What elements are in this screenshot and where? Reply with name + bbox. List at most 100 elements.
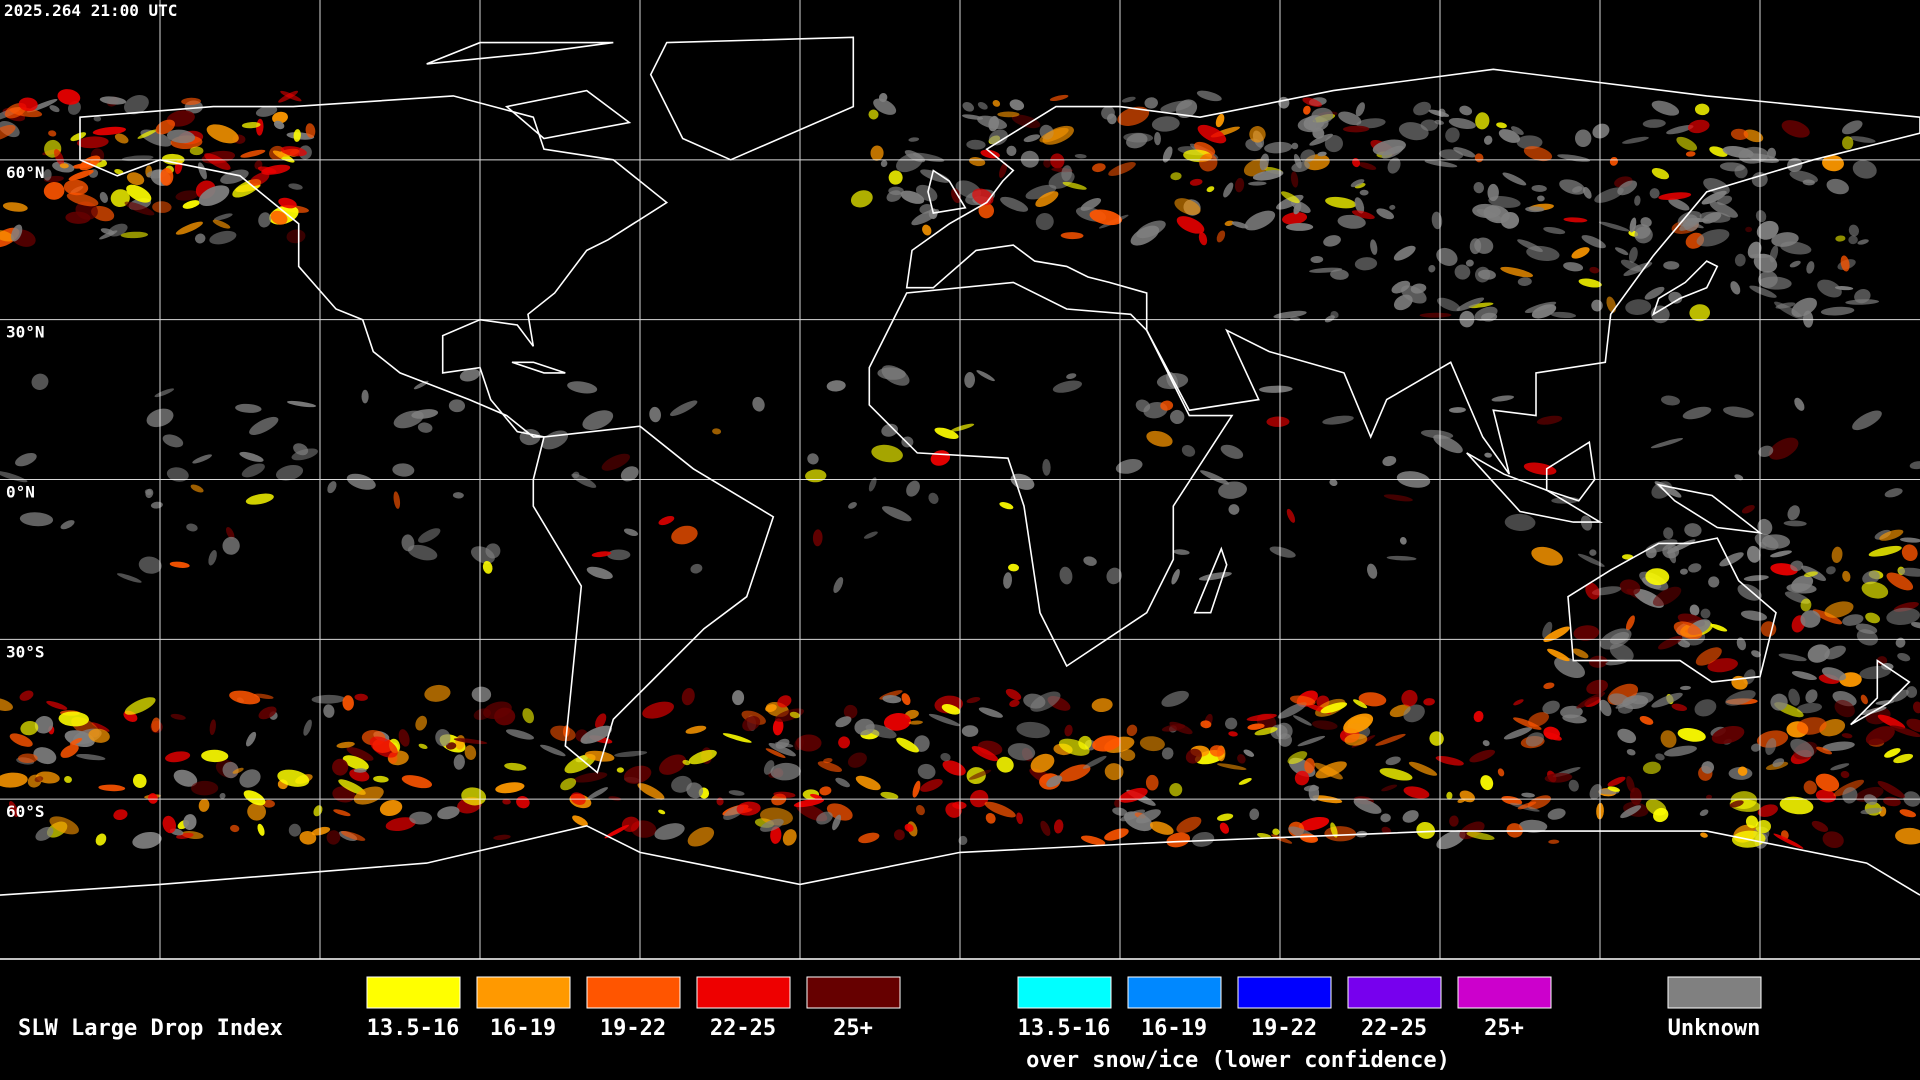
cloud-patch <box>1845 299 1880 305</box>
cloud-patch <box>571 473 597 488</box>
cloud-patch <box>971 746 999 762</box>
cloud-patch <box>291 448 318 461</box>
cloud-patch <box>15 452 37 467</box>
cloud-patch <box>114 168 124 175</box>
cloud-patch <box>1277 702 1307 719</box>
cloud-patch <box>1807 644 1830 663</box>
cloud-patch <box>1660 730 1677 748</box>
cloud-patch <box>880 160 888 168</box>
cloud-patch <box>1385 756 1401 766</box>
cloud-patch <box>1677 639 1691 648</box>
cloud-patch <box>1410 283 1427 294</box>
cloud-patch <box>1465 259 1474 267</box>
cloud-patch <box>1791 671 1817 681</box>
cloud-patch <box>996 756 1014 773</box>
cloud-patch <box>435 729 451 747</box>
cloud-patch <box>1737 583 1762 601</box>
cloud-patch <box>1852 410 1882 431</box>
cloud-patch <box>1824 601 1854 618</box>
cloud-patch <box>1758 270 1778 288</box>
cloud-patch <box>1393 245 1416 261</box>
cloud-patch <box>1135 399 1151 413</box>
cloud-patch <box>591 551 612 558</box>
cloud-patch <box>908 137 920 142</box>
cloud-patch <box>1783 520 1807 527</box>
cloud-patch <box>682 759 691 766</box>
cloud-patch <box>1525 732 1544 747</box>
cloud-patch <box>212 219 231 229</box>
cloud-patch <box>1743 129 1764 143</box>
cloud-patch <box>540 744 566 757</box>
coastline <box>868 281 1234 668</box>
cloud-patch <box>1502 172 1527 186</box>
cloud-patch <box>1350 179 1365 188</box>
cloud-patch <box>1586 679 1608 695</box>
cloud-patch <box>1091 698 1113 713</box>
cloud-patch <box>573 772 608 783</box>
cloud-patch <box>1700 608 1711 619</box>
cloud-patch <box>241 463 265 478</box>
cloud-patch <box>249 416 279 435</box>
cloud-patch <box>1478 269 1496 280</box>
cloud-patch <box>1682 406 1712 420</box>
cloud-patch <box>1403 704 1425 723</box>
cloud-patch <box>966 139 986 150</box>
cloud-patch <box>928 713 961 727</box>
cloud-patch <box>270 210 288 225</box>
cloud-patch <box>1248 181 1267 186</box>
cloud-patch <box>1356 118 1386 129</box>
cloud-patch <box>1436 297 1461 312</box>
cloud-patch <box>1803 780 1817 795</box>
cloud-patch <box>340 830 366 841</box>
cloud-patch <box>183 814 197 830</box>
cloud-patch <box>114 133 129 144</box>
cloud-patch <box>1271 834 1293 844</box>
cloud-patch <box>181 97 201 105</box>
cloud-patch <box>1725 690 1756 706</box>
cloud-patch <box>1419 312 1452 318</box>
cloud-patch <box>144 489 152 496</box>
cloud-patch <box>204 153 231 170</box>
cloud-patch <box>1710 623 1728 632</box>
cloud-patch <box>595 713 607 729</box>
cloud-patch <box>1891 689 1909 702</box>
cloud-patch <box>33 747 57 765</box>
cloud-patch <box>92 126 127 136</box>
cloud-patch <box>906 480 920 497</box>
snow-ice-caption: over snow/ice (lower confidence) <box>1026 1048 1450 1073</box>
cloud-patch <box>1092 735 1122 752</box>
cloud-patch <box>235 403 262 413</box>
cloud-patch <box>1729 800 1744 808</box>
legend-label: 25+ <box>833 1016 873 1041</box>
cloud-patch <box>58 711 90 727</box>
cloud-patch <box>1484 452 1492 458</box>
cloud-patch <box>915 804 925 816</box>
cloud-patch <box>1865 726 1895 746</box>
cloud-patch <box>1786 583 1817 594</box>
cloud-patch <box>777 695 792 708</box>
cloud-patch <box>669 400 698 417</box>
cloud-patch <box>1445 127 1460 143</box>
cloud-patch <box>1325 196 1357 209</box>
cloud-patch <box>1730 281 1741 295</box>
cloud-patch <box>1053 819 1064 834</box>
cloud-patch <box>1664 745 1697 757</box>
cloud-patch <box>1382 455 1397 467</box>
cloud-patch <box>1249 808 1260 821</box>
cloud-patch <box>504 762 527 771</box>
cloud-patch <box>1120 749 1136 761</box>
cloud-patch <box>1344 733 1368 746</box>
cloud-patch <box>1758 445 1774 458</box>
cloud-patch <box>152 201 172 213</box>
cloud-patch <box>858 832 880 844</box>
cloud-patch <box>833 577 844 593</box>
cloud-patch <box>1577 553 1605 567</box>
coastline <box>1850 659 1911 726</box>
cloud-patch <box>1897 652 1911 662</box>
cloud-patch <box>1386 555 1417 561</box>
cloud-patch <box>272 111 288 124</box>
legend: 13.5-16 16-19 19-22 22-25 25+ 13.5-16 16-19 19-… <box>366 976 1762 1041</box>
cloud-patch <box>1822 831 1844 849</box>
cloud-patch <box>922 224 932 236</box>
cloud-patch <box>1778 653 1807 662</box>
